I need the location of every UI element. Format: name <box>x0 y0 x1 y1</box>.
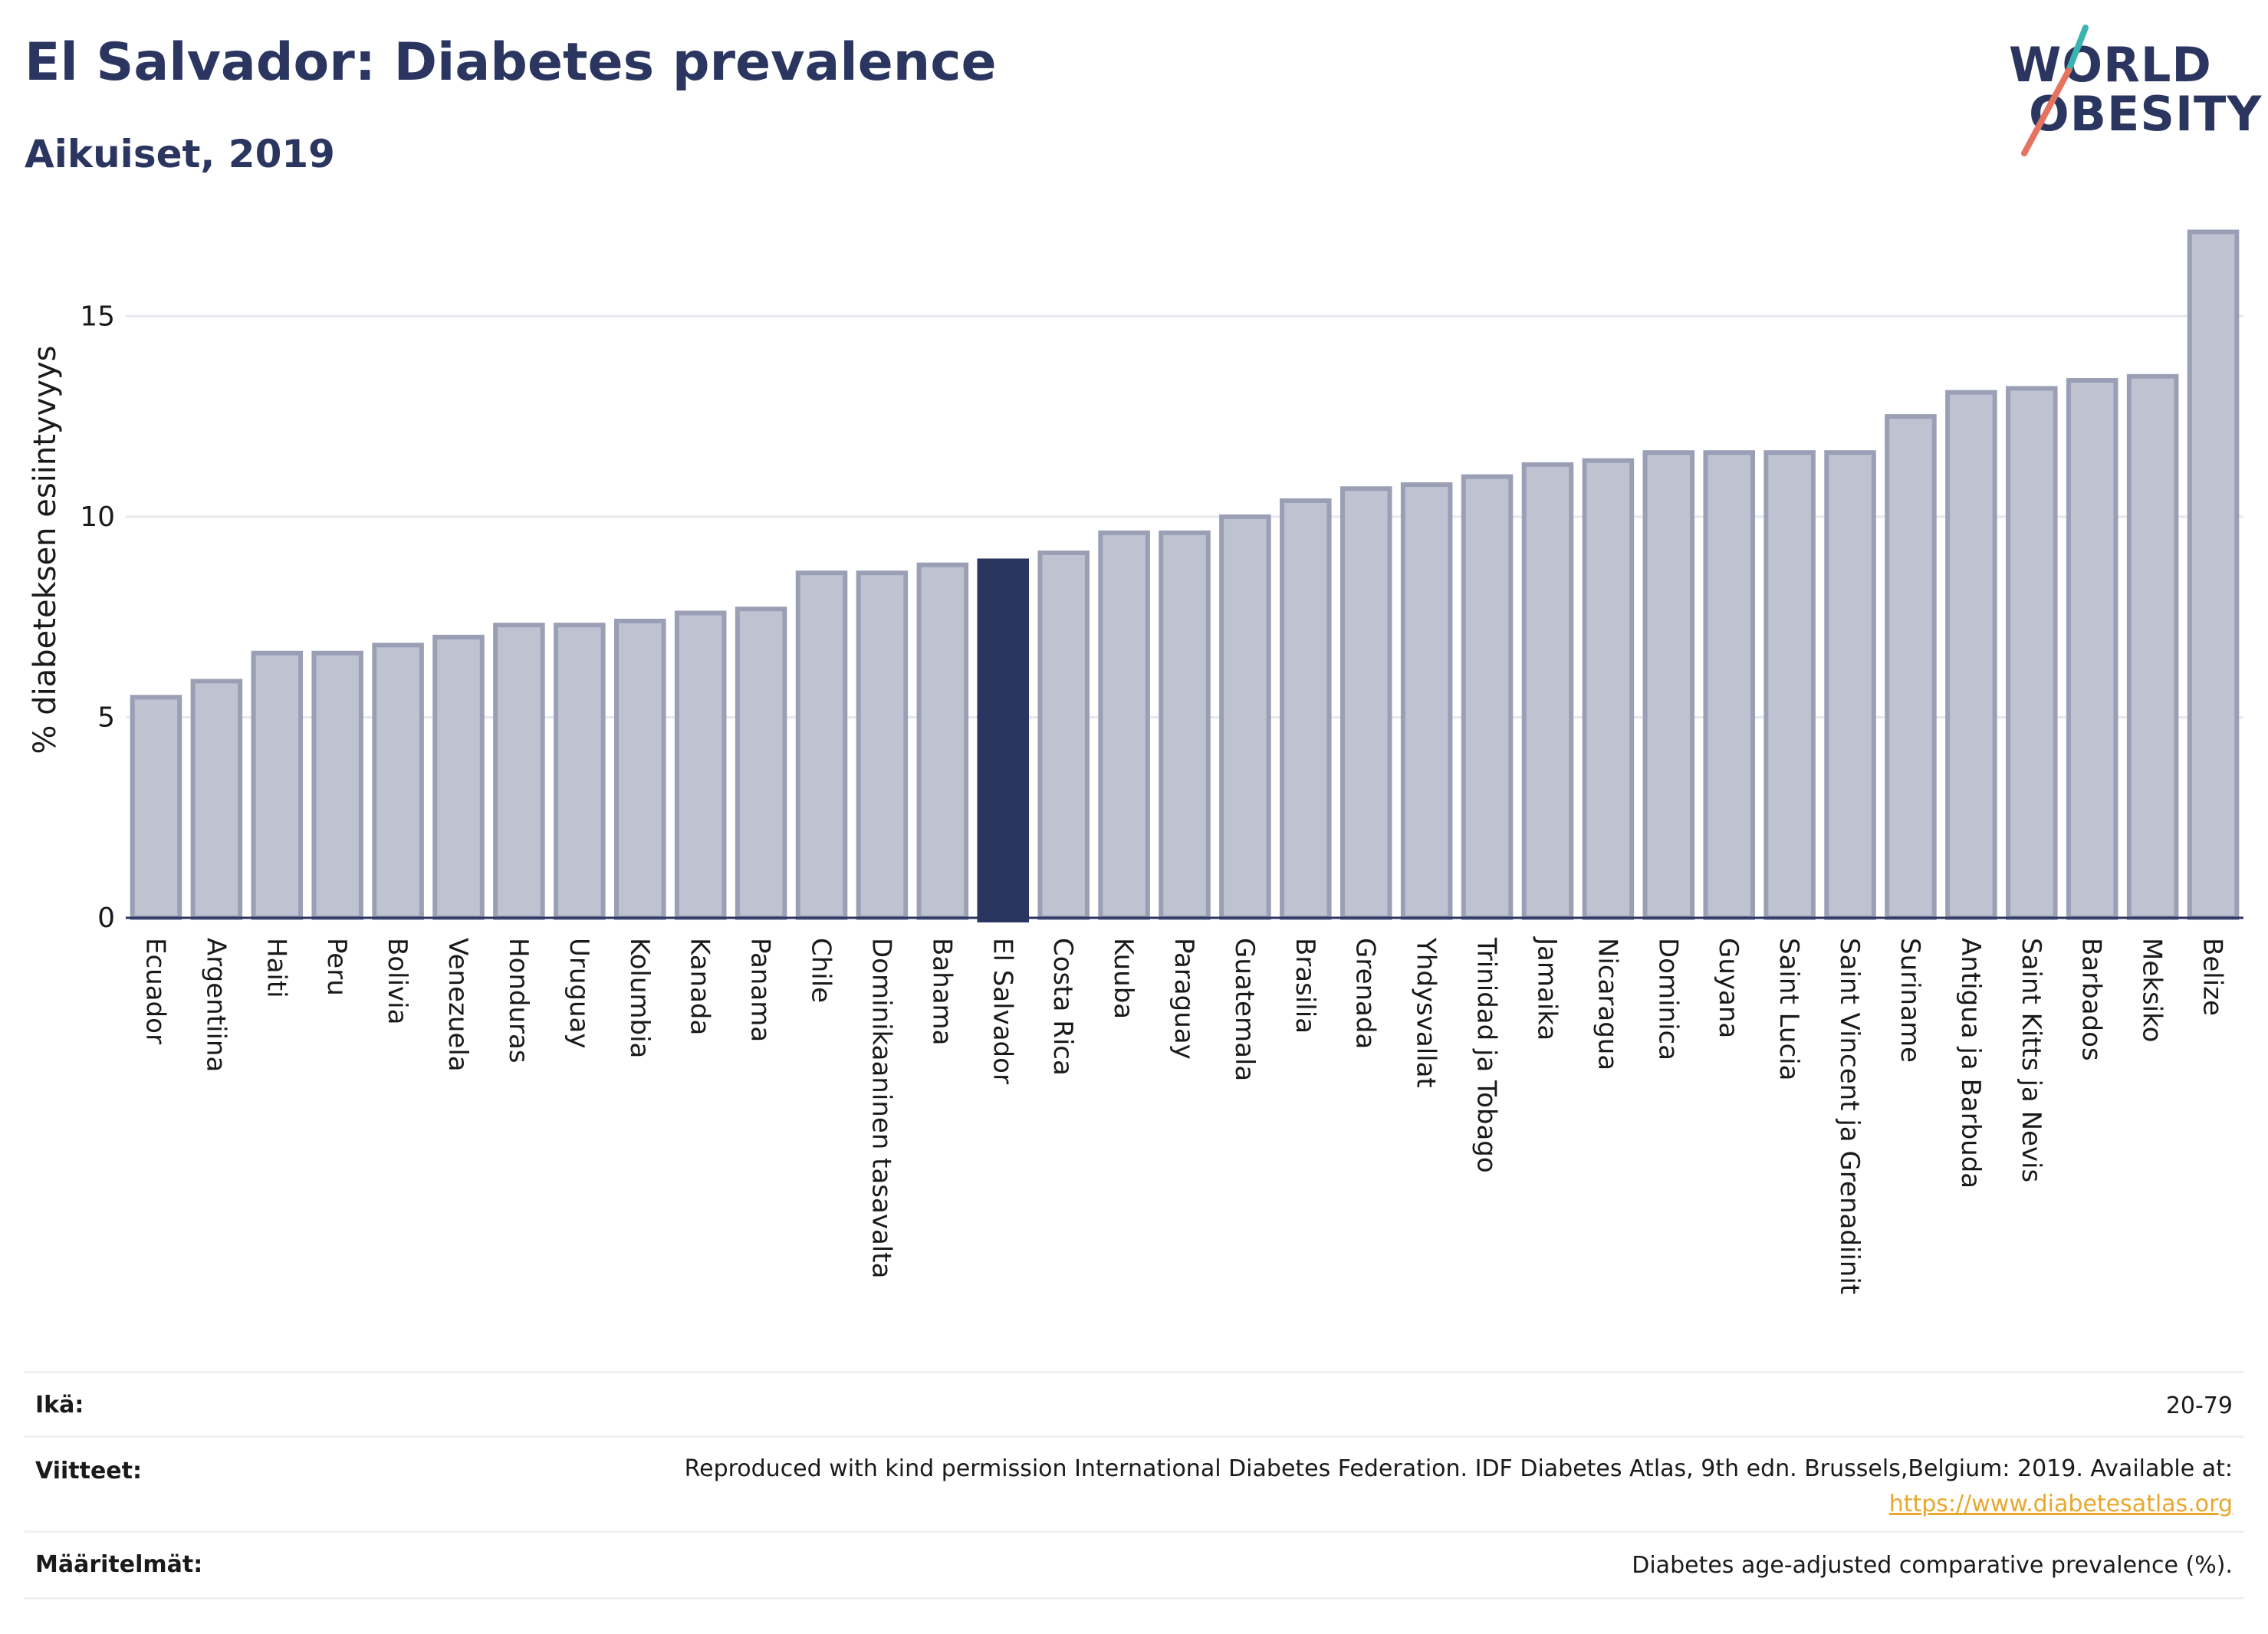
bars <box>130 229 2240 922</box>
meta-row-definitions: Määritelmät: Diabetes age-adjusted compa… <box>25 1530 2243 1599</box>
bar[interactable] <box>1159 530 1211 920</box>
bar[interactable] <box>1763 450 1816 920</box>
category-label: Brasilia <box>1290 938 1320 1034</box>
bar[interactable] <box>2187 229 2240 921</box>
category-label: Chile <box>806 938 837 1003</box>
category-label: Paraguay <box>1169 938 1199 1060</box>
category-label: Argentiina <box>200 938 231 1072</box>
category-label: Kolumbia <box>624 938 655 1058</box>
bar[interactable] <box>1461 474 1514 921</box>
bar[interactable] <box>1280 498 1332 920</box>
bar[interactable] <box>554 623 606 921</box>
y-axis-title: % diabeteksen esiintyvyys <box>28 346 63 755</box>
age-label: Ikä: <box>35 1392 84 1419</box>
category-label: Uruguay <box>564 938 594 1049</box>
references-text: Reproduced with kind permission Internat… <box>684 1455 2233 1482</box>
bar[interactable] <box>1703 450 1756 920</box>
category-label: Venezuela <box>442 938 473 1072</box>
bar[interactable] <box>1945 390 1997 921</box>
category-label: Dominica <box>1652 938 1683 1060</box>
category-label: Guatemala <box>1229 938 1260 1081</box>
category-label: Trinidad ja Tobago <box>1471 937 1502 1173</box>
category-label: Bolivia <box>382 938 413 1024</box>
category-label: Nicaragua <box>1592 938 1622 1070</box>
bar[interactable] <box>795 570 848 920</box>
bar[interactable] <box>613 618 666 921</box>
category-label: Saint Vincent ja Grenadiinit <box>1834 938 1865 1294</box>
category-label: Antigua ja Barbuda <box>1955 938 1986 1189</box>
bar[interactable] <box>1219 514 1271 920</box>
meta-row-references: Viitteet: Reproduced with kind permissio… <box>25 1435 2243 1533</box>
bar[interactable] <box>1037 550 1090 920</box>
references-link[interactable]: https://www.diabetesatlas.org <box>1888 1491 2233 1517</box>
bar[interactable] <box>493 623 545 921</box>
definitions-label: Määritelmät: <box>35 1551 203 1578</box>
y-tick-label: 0 <box>97 902 115 934</box>
y-tick-label: 10 <box>80 501 115 533</box>
meta-row-age: Ikä: 20-79 <box>25 1371 2243 1438</box>
logo-slash-icon <box>2021 25 2089 156</box>
category-label: Panama <box>745 938 776 1042</box>
category-label: Peru <box>321 938 352 996</box>
world-obesity-logo: WORLD OBESITY <box>2009 23 2261 161</box>
bar[interactable] <box>1885 414 1937 920</box>
bar[interactable] <box>2006 386 2058 921</box>
bar[interactable] <box>1098 530 1150 920</box>
bar-highlighted[interactable] <box>977 558 1030 922</box>
bar[interactable] <box>2126 373 2179 920</box>
category-label: Belize <box>2197 938 2228 1016</box>
y-tick-labels: 0 5 10 15 <box>80 301 115 934</box>
y-tick-label: 5 <box>97 702 115 733</box>
category-label: Kanada <box>685 938 715 1035</box>
bar[interactable] <box>916 562 969 920</box>
bar[interactable] <box>1824 450 1876 920</box>
page-subtitle: Aikuiset, 2019 <box>25 132 335 176</box>
logo-word-obesity: OBESITY <box>2029 86 2263 142</box>
category-label: Meksiko <box>2137 938 2168 1042</box>
category-label: Saint Lucia <box>1773 938 1804 1080</box>
category-label: Kuuba <box>1108 938 1139 1019</box>
category-label: Honduras <box>503 938 534 1064</box>
y-tick-label: 15 <box>80 301 115 332</box>
bar[interactable] <box>311 650 363 920</box>
category-label: Grenada <box>1350 938 1381 1049</box>
category-label: Bahama <box>926 938 957 1046</box>
bar[interactable] <box>130 695 182 921</box>
bar-chart: 0 5 10 15 Ecuador Argentiina Haiti Peru Bolivia… <box>28 229 2243 1294</box>
category-label: Saint Kitts ja Nevis <box>2016 938 2046 1182</box>
references-label: Viitteet: <box>35 1458 142 1484</box>
bar[interactable] <box>372 643 424 920</box>
category-label: El Salvador <box>987 938 1017 1084</box>
bar[interactable] <box>1400 482 1453 921</box>
category-label: Ecuador <box>140 938 170 1044</box>
category-label: Dominikaaninen tasavalta <box>866 938 896 1278</box>
bar[interactable] <box>1521 462 1574 920</box>
bar[interactable] <box>674 610 727 921</box>
bar[interactable] <box>1339 486 1392 920</box>
category-label: Yhdysvallat <box>1411 937 1441 1088</box>
page-title: El Salvador: Diabetes prevalence <box>25 32 997 93</box>
bar[interactable] <box>251 650 304 920</box>
age-value: 20-79 <box>2165 1392 2233 1419</box>
category-label: Barbados <box>2076 938 2107 1061</box>
category-label: Haiti <box>261 938 291 998</box>
logo-word-world: WORLD <box>2009 37 2212 93</box>
category-labels: Ecuador Argentiina Haiti Peru Bolivia Venezue… <box>140 936 2227 1294</box>
bar[interactable] <box>2066 378 2118 920</box>
bar[interactable] <box>432 634 485 920</box>
bar[interactable] <box>1582 458 1635 920</box>
bar[interactable] <box>1642 450 1695 920</box>
bar[interactable] <box>856 570 909 920</box>
definitions-value: Diabetes age-adjusted comparative preval… <box>1632 1552 2233 1579</box>
category-label: Jamaika <box>1531 936 1562 1041</box>
bar[interactable] <box>735 607 787 920</box>
bar[interactable] <box>190 679 243 920</box>
category-label: Guyana <box>1713 938 1744 1038</box>
category-label: Suriname <box>1895 938 1925 1063</box>
category-label: Costa Rica <box>1047 938 1078 1076</box>
